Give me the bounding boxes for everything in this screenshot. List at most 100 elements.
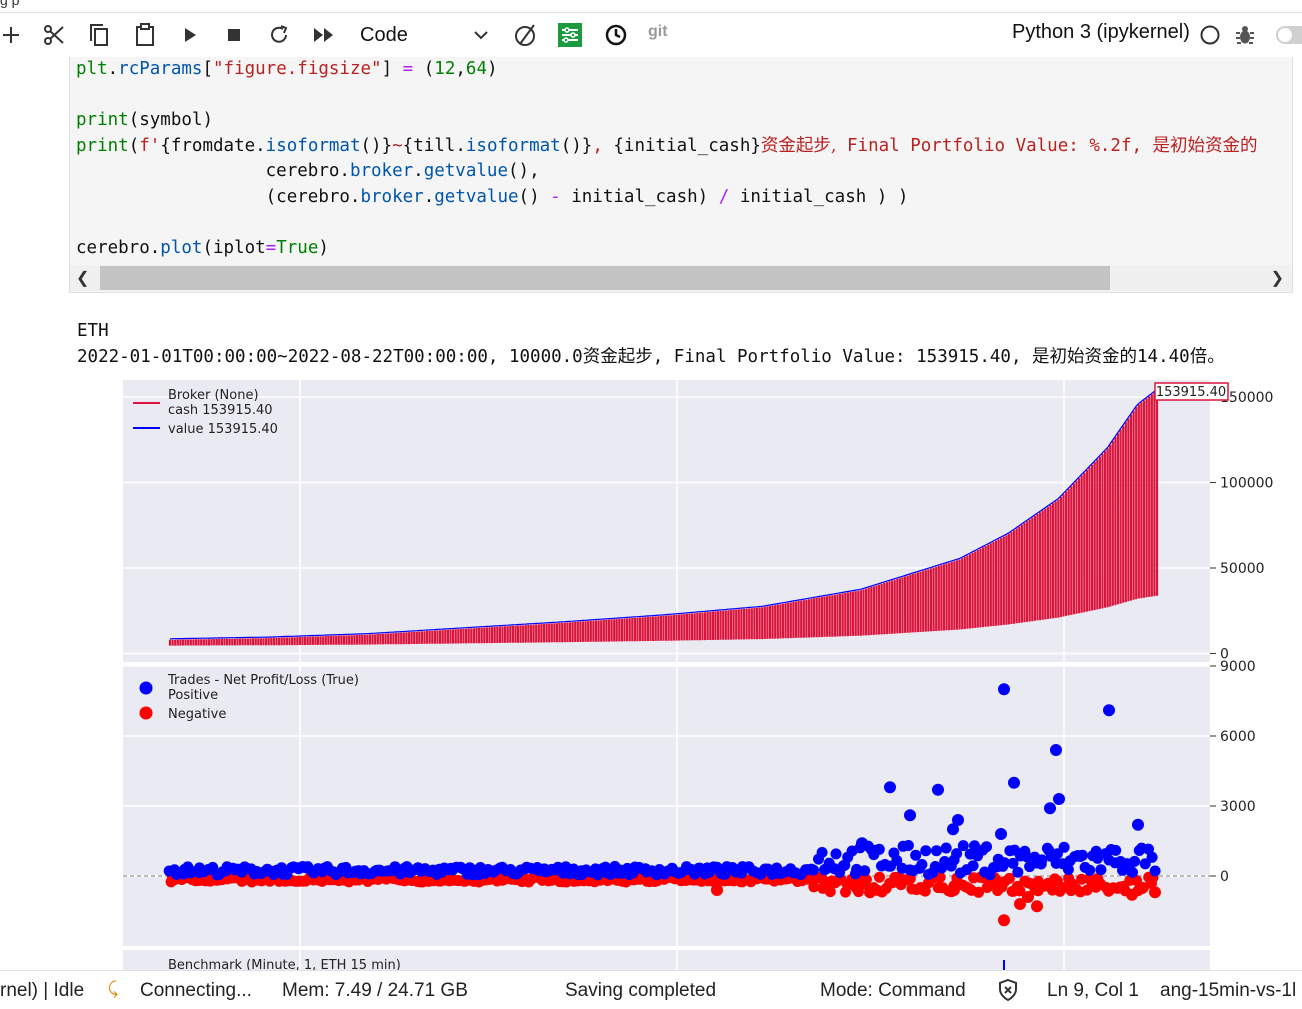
negative-trade-point <box>1003 872 1015 884</box>
positive-trade-point <box>957 840 969 852</box>
negative-trade-point <box>824 886 836 898</box>
broker-y-tick-label: 0 <box>1220 646 1229 662</box>
positive-outlier-point <box>856 837 868 850</box>
property-inspector-button[interactable] <box>556 13 584 57</box>
output-summary: 2022-01-01T00:00:00~2022-08-22T00:00:00,… <box>77 347 1225 367</box>
git-button[interactable]: git <box>648 23 668 40</box>
code-line-4: print(f'{fromdate.isoformat()}~{till.iso… <box>76 135 1258 156</box>
broker-value-series <box>169 388 1158 640</box>
positive-trade-point <box>1092 852 1104 864</box>
negative-trade-point <box>860 874 872 885</box>
debugger-button[interactable] <box>1232 13 1258 57</box>
negative-outlier-point <box>864 886 876 899</box>
chevron-down-icon <box>474 31 488 40</box>
negative-outlier-point <box>1022 891 1034 903</box>
code-line-5: cerebro.broker.getvalue(), <box>76 161 540 182</box>
insert-cell-button[interactable] <box>0 13 22 57</box>
positive-outlier-point <box>904 809 916 822</box>
positive-outlier-point <box>932 783 944 796</box>
cell-output: ETH 2022-01-01T00:00:00~2022-08-22T00:00… <box>77 318 1225 370</box>
negative-outlier-point <box>1149 886 1161 899</box>
positive-trade-point <box>931 845 942 857</box>
output-symbol: ETH <box>77 321 109 341</box>
positive-trade-point <box>1127 866 1138 878</box>
positive-trade-point <box>940 842 952 854</box>
positive-trade-point <box>1021 851 1033 863</box>
cell-type-value: Code <box>360 23 408 46</box>
restart-button[interactable] <box>266 13 292 57</box>
code-cell-input[interactable]: plt.rcParams["figure.figsize"] = (12,64)… <box>69 57 1293 293</box>
positive-trade-point <box>1146 851 1158 863</box>
debugger-toggle[interactable] <box>1272 13 1302 57</box>
connection-status[interactable]: Connecting... <box>140 980 252 1001</box>
positive-outlier-point <box>1044 802 1056 815</box>
code-editor[interactable]: plt.rcParams["figure.figsize"] = (12,64)… <box>76 57 1258 262</box>
positive-trade-point <box>859 865 871 877</box>
negative-outlier-point <box>1014 898 1026 910</box>
positive-trade-point <box>873 843 885 855</box>
negative-trade-point <box>808 881 820 893</box>
positive-trade-point <box>851 863 863 875</box>
window-top-text-fragment: g p <box>0 0 20 8</box>
trades-legend-title: Trades - Net Profit/Loss (True) <box>167 673 359 688</box>
scroll-left-icon[interactable]: ❮ <box>76 270 90 287</box>
positive-outlier-point <box>1103 704 1115 717</box>
last-value-box <box>1154 382 1229 401</box>
trust-shield-icon[interactable] <box>996 978 1020 1008</box>
run-button[interactable] <box>178 13 202 57</box>
play-icon <box>185 28 196 42</box>
kernel-sync-button[interactable] <box>510 13 540 57</box>
positive-trade-point <box>967 860 979 872</box>
status-bar: rnel) | Idle ⤹ Connecting... Mem: 7.49 /… <box>0 970 1302 1009</box>
run-all-button[interactable] <box>310 13 338 57</box>
broker-legend-value: value 153915.40 <box>168 422 278 437</box>
positive-outlier-point <box>1053 793 1065 805</box>
settings-sliders-icon <box>558 23 582 47</box>
positive-trade-point <box>999 857 1010 869</box>
trades-legend-negative: Negative <box>168 707 226 722</box>
scroll-right-icon[interactable]: ❯ <box>1270 270 1284 287</box>
connecting-icon: ⤹ <box>108 979 119 998</box>
copy-button[interactable] <box>86 13 112 57</box>
broker-legend-cash: cash 153915.40 <box>168 403 273 418</box>
interrupt-button[interactable] <box>222 13 246 57</box>
broker-y-tick-label: 100000 <box>1220 476 1273 492</box>
positive-trade-point <box>808 864 819 876</box>
code-horizontal-scrollbar[interactable]: ❮ ❯ <box>70 265 1292 291</box>
notebook-mode[interactable]: Mode: Command <box>820 980 966 1001</box>
cut-button[interactable] <box>40 13 68 57</box>
trades-y-tick-label: 3000 <box>1220 799 1256 815</box>
trades-y-tick-label: 0 <box>1220 869 1229 885</box>
kernel-name[interactable]: Python 3 (ipykernel) <box>1012 21 1190 43</box>
positive-trade-point <box>1143 843 1154 855</box>
scrollbar-thumb[interactable] <box>100 266 1110 290</box>
scissors-icon <box>44 25 64 45</box>
positive-trade-point <box>1139 858 1151 870</box>
positive-trade-point <box>1062 864 1074 875</box>
positive-trade-point <box>951 848 963 860</box>
positive-trade-point <box>816 847 828 858</box>
cell-type-select[interactable]: Code <box>360 21 500 49</box>
positive-outlier-point <box>1008 776 1020 789</box>
broker-y-tick-label: 50000 <box>1220 561 1265 577</box>
clipboard-icon <box>136 23 154 46</box>
positive-trade-point <box>920 845 932 857</box>
positive-outlier-point <box>952 814 964 826</box>
cursor-position[interactable]: Ln 9, Col 1 <box>1047 980 1139 1001</box>
clock-icon <box>605 24 627 46</box>
positive-trade-point <box>1084 864 1096 876</box>
positive-trade-point <box>981 841 992 853</box>
last-value-label: 153915.40 <box>1156 385 1226 400</box>
kernel-status-indicator <box>1198 13 1222 57</box>
positive-trade-point <box>1149 865 1161 877</box>
kernel-state[interactable]: rnel) | Idle <box>0 980 85 1001</box>
positive-outlier-point <box>884 781 896 794</box>
positive-trade-point <box>1110 844 1122 856</box>
trades-legend-positive: Positive <box>168 688 218 703</box>
paste-button[interactable] <box>132 13 158 57</box>
bug-icon <box>1236 26 1254 44</box>
execution-time-button[interactable] <box>602 13 630 57</box>
save-status: Saving completed <box>565 980 717 1001</box>
benchmark-panel-background <box>123 950 1210 970</box>
